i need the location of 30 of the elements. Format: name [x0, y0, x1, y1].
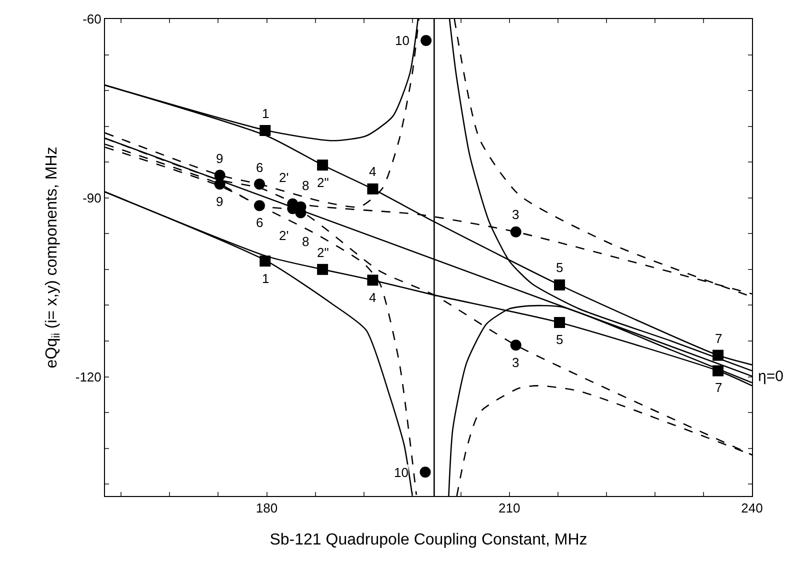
annotation: 3: [512, 355, 520, 370]
annotation: 7: [715, 380, 722, 395]
annotation: 10: [395, 33, 410, 48]
annotation: 3: [512, 207, 520, 222]
annotation: 9: [216, 194, 224, 209]
annotation: 1: [262, 271, 270, 286]
annotation: 1: [262, 106, 270, 121]
y-tick-label: -120: [75, 369, 102, 384]
annotation: 2': [279, 228, 289, 243]
annotation: 5: [556, 332, 564, 347]
annotation: 6: [256, 160, 264, 175]
annotation: 2": [317, 175, 330, 190]
y-tick-label: -60: [82, 12, 102, 27]
annotation: 4: [369, 164, 376, 179]
y-tick-label: -90: [82, 190, 102, 206]
x-axis-title: Sb-121 Quadrupole Coupling Constant, MHz: [270, 531, 588, 548]
annotation: 4: [369, 290, 376, 305]
annotation: 2': [279, 170, 289, 185]
annotation: 5: [556, 260, 564, 275]
x-tick-label: 210: [498, 500, 520, 516]
annotation: 2": [317, 245, 330, 260]
series-label: η=0: [758, 368, 784, 385]
annotation: 9: [216, 151, 224, 166]
annotation: 8: [302, 234, 310, 249]
annotation: 6: [256, 215, 264, 230]
annotation: 8: [302, 178, 310, 193]
x-tick-label: 180: [256, 500, 278, 516]
annotation: 10: [394, 465, 408, 480]
annotation: 7: [715, 331, 722, 346]
x-tick-label: 240: [741, 500, 763, 516]
